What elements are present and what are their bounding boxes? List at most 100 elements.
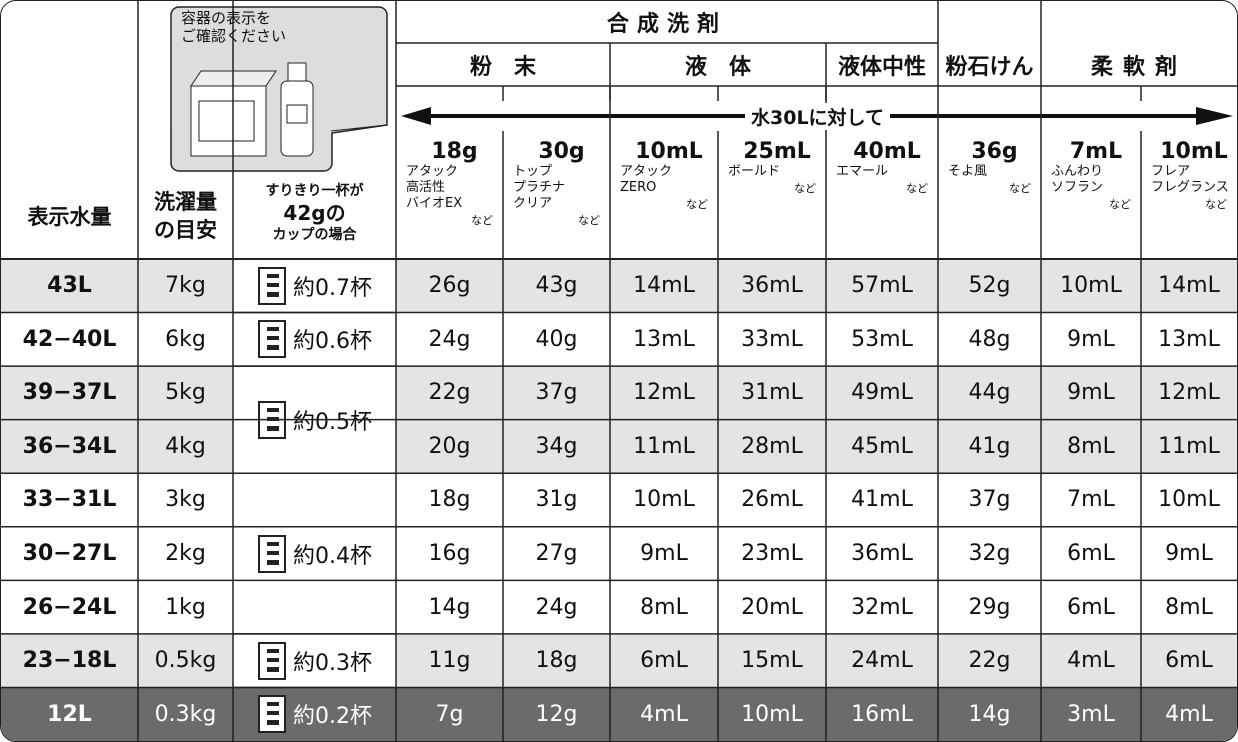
product-name: プラチナ (513, 180, 565, 196)
cell: 11g (396, 634, 503, 688)
product-note: など (1109, 196, 1141, 212)
cell: 9mL (1041, 366, 1141, 420)
cell: 30−27L (1, 527, 138, 581)
basis-text: 水30Lに対して (745, 103, 890, 130)
cup-cell: 約0.3杯 (233, 634, 396, 688)
product-name: トップ (513, 164, 552, 180)
cell: 49mL (826, 366, 938, 420)
callout-line: ご確認ください (181, 27, 286, 45)
cell: 3kg (138, 473, 233, 527)
cup-amount: 約0.5杯 (293, 404, 372, 436)
cell: 37g (503, 366, 610, 420)
cell: 3mL (1041, 687, 1141, 741)
cell: 48g (938, 313, 1041, 367)
cell: 18g (503, 634, 610, 688)
product-name: フレア (1151, 164, 1190, 180)
subgroup-header: 液 体 (610, 43, 826, 86)
subgroup-header: 柔軟剤 (1041, 43, 1237, 86)
col-header-line: 42gの (283, 202, 345, 224)
product-name: アタック (620, 164, 672, 180)
product: 18gアタック高活性バイオEXなど (396, 131, 503, 259)
cell: 4mL (610, 687, 718, 741)
cell: 32g (938, 527, 1041, 581)
cell: 18g (396, 473, 503, 527)
cell: 14mL (1141, 259, 1237, 313)
cell: 11mL (610, 420, 718, 474)
subgroup-header: 液体中性 (826, 43, 938, 86)
cell: 41g (938, 420, 1041, 474)
product-name: ふんわり (1051, 164, 1103, 180)
cell: 43L (1, 259, 138, 313)
product: 10mLフレアフレグランスなど (1141, 131, 1237, 259)
product-name: ZERO (620, 180, 656, 196)
cell: 20g (396, 420, 503, 474)
cell: 45mL (826, 420, 938, 474)
cell: 34g (503, 420, 610, 474)
cell: 12mL (610, 366, 718, 420)
product-note: など (906, 180, 938, 196)
cell: 10mL (610, 473, 718, 527)
product-amount: 7mL (1070, 139, 1122, 164)
cell: 9mL (1141, 527, 1237, 581)
cup-amount: 約0.7杯 (293, 270, 372, 302)
col-header: 洗濯量 の目安 (138, 176, 233, 256)
cell: 53mL (826, 313, 938, 367)
cup-cell: 約0.5杯 (233, 366, 396, 473)
cell: 40g (503, 313, 610, 367)
basis: 水30Lに対して (396, 101, 1238, 131)
product-name: クリア (513, 196, 552, 212)
cell: 10mL (1041, 259, 1141, 313)
cup-amount: 約0.3杯 (293, 645, 372, 677)
product-name: アタック (406, 164, 458, 180)
product: 40mLエマールなど (826, 131, 938, 259)
cell: 12mL (1141, 366, 1237, 420)
product-note: など (1205, 196, 1237, 212)
product-note: など (1009, 180, 1041, 196)
cell: 8mL (1041, 420, 1141, 474)
cell: 36mL (826, 527, 938, 581)
product-name: ソフラン (1051, 180, 1103, 196)
cell: 11mL (1141, 420, 1237, 474)
cell: 42−40L (1, 313, 138, 367)
cell: 22g (396, 366, 503, 420)
cell: 23−18L (1, 634, 138, 688)
cell: 24mL (826, 634, 938, 688)
callout-line: 容器の表示を (181, 9, 271, 27)
cup-amount: 約0.2杯 (293, 698, 372, 730)
cell: 8mL (1141, 580, 1237, 634)
product-name: そよ風 (948, 164, 987, 180)
col-header-line: すりきり一杯が (266, 180, 364, 202)
cell: 6mL (610, 634, 718, 688)
col-header-line: 洗濯量 (154, 188, 217, 216)
product-amount: 25mL (743, 139, 811, 164)
cell: 27g (503, 527, 610, 581)
cell: 10mL (718, 687, 826, 741)
cell: 6mL (1041, 580, 1141, 634)
cell: 1kg (138, 580, 233, 634)
cell: 5kg (138, 366, 233, 420)
col-header: すりきり一杯が 42gの カップの場合 (233, 169, 396, 257)
cell: 20mL (718, 580, 826, 634)
cell: 24g (503, 580, 610, 634)
cell: 52g (938, 259, 1041, 313)
detergent-table: 容器の表示を ご確認ください 表示水量 洗濯量 の目安 すりきり一杯が 42gの… (0, 0, 1238, 742)
cell: 44g (938, 366, 1041, 420)
cell: 24g (396, 313, 503, 367)
cell: 16g (396, 527, 503, 581)
cell: 6kg (138, 313, 233, 367)
subgroup-header: 粉石けん (938, 43, 1041, 86)
cell: 7g (396, 687, 503, 741)
cell: 26−24L (1, 580, 138, 634)
product-amount: 30g (538, 139, 584, 164)
cell: 13mL (610, 313, 718, 367)
product-name: エマール (836, 164, 888, 180)
cell: 8mL (610, 580, 718, 634)
cell: 23mL (718, 527, 826, 581)
cup-cell: 約0.7杯 (233, 259, 396, 313)
cup-icon (257, 694, 287, 734)
cup-amount: 約0.6杯 (293, 323, 372, 355)
cell: 31g (503, 473, 610, 527)
product-note: など (794, 180, 826, 196)
